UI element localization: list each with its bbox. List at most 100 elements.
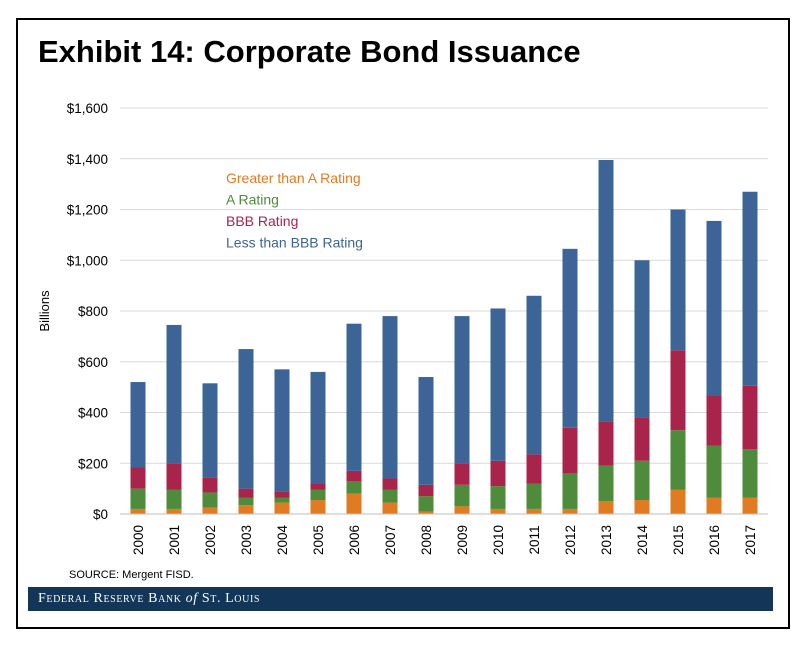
bar-BBB-2005 <box>310 483 326 490</box>
bar-ltBBB-2009 <box>454 316 470 464</box>
bar-ltBBB-2013 <box>598 160 614 422</box>
x-tick-label: 2006 <box>347 525 362 555</box>
x-tick-label: 2005 <box>311 525 326 555</box>
bar-BBB-2010 <box>490 460 506 487</box>
bar-ltBBB-2008 <box>418 376 434 485</box>
bar-BBB-2015 <box>670 350 686 431</box>
bar-A-2004 <box>274 497 290 503</box>
x-tick-label: 2011 <box>527 525 542 554</box>
bar-gtA-2015 <box>670 489 686 514</box>
source-note: SOURCE: Mergent FISD. <box>69 569 194 581</box>
bar-gtA-2007 <box>382 502 398 514</box>
bar-gtA-2000 <box>130 508 146 514</box>
bar-ltBBB-2002 <box>202 383 218 478</box>
bar-ltBBB-2006 <box>346 323 362 471</box>
bar-gtA-2013 <box>598 501 614 514</box>
y-tick-label: $400 <box>78 406 108 421</box>
footer-text-of: of <box>185 591 198 606</box>
footer-banner: Federal Reserve Bank of St. Louis <box>28 587 773 611</box>
x-tick-label: 2003 <box>239 525 254 555</box>
y-tick-label: $1,600 <box>67 101 108 116</box>
y-axis-label: Billions <box>37 290 52 332</box>
bar-gtA-2008 <box>418 511 434 514</box>
y-axis-ticks: $0 $200 $400 $600 $800 $1,000 $1,200 $1,400 $1,6… <box>67 101 108 522</box>
bar-gtA-2006 <box>346 493 362 514</box>
bar-gtA-2011 <box>526 508 542 514</box>
bar-BBB-2002 <box>202 477 218 493</box>
bar-BBB-2016 <box>706 396 722 446</box>
bar-A-2005 <box>310 489 326 501</box>
bar-gtA-2004 <box>274 502 290 514</box>
bar-gtA-2009 <box>454 506 470 514</box>
bar-A-2000 <box>130 488 146 509</box>
bar-BBB-2014 <box>634 417 650 461</box>
bars <box>130 160 758 514</box>
y-tick-label: $200 <box>78 456 108 471</box>
bar-A-2008 <box>418 496 434 512</box>
x-tick-label: 2010 <box>491 525 506 555</box>
x-tick-label: 2016 <box>707 525 722 555</box>
y-tick-label: $800 <box>78 304 108 319</box>
x-tick-label: 2008 <box>419 525 434 555</box>
bar-gtA-2001 <box>166 508 182 514</box>
bar-gtA-2012 <box>562 508 578 514</box>
bar-A-2016 <box>706 445 722 498</box>
bar-A-2003 <box>238 497 254 506</box>
y-tick-label: $1,400 <box>67 152 108 167</box>
legend: Greater than A Rating A Rating BBB Rating L… <box>226 170 363 251</box>
bar-A-2002 <box>202 492 218 508</box>
gridlines <box>120 107 768 464</box>
bar-A-2009 <box>454 484 470 507</box>
bar-ltBBB-2010 <box>490 308 506 461</box>
y-tick-label: $600 <box>78 355 108 370</box>
bar-ltBBB-2001 <box>166 324 182 464</box>
bar-ltBBB-2004 <box>274 369 290 492</box>
bar-gtA-2002 <box>202 507 218 514</box>
x-tick-label: 2007 <box>383 525 398 555</box>
bar-ltBBB-2014 <box>634 260 650 418</box>
bar-BBB-2004 <box>274 491 290 498</box>
x-tick-label: 2001 <box>167 525 182 555</box>
bar-A-2007 <box>382 489 398 503</box>
bar-A-2013 <box>598 465 614 502</box>
x-tick-label: 2013 <box>599 525 614 555</box>
x-axis-ticks: 2000 2001 2002 2003 2004 2005 2006 2007 2008 2009… <box>131 524 758 555</box>
chart-title: Exhibit 14: Corporate Bond Issuance <box>38 34 581 69</box>
bar-BBB-2011 <box>526 454 542 484</box>
bar-ltBBB-2015 <box>670 209 686 351</box>
bar-ltBBB-2007 <box>382 316 398 479</box>
bar-ltBBB-2017 <box>742 191 758 386</box>
bar-A-2001 <box>166 489 182 509</box>
bar-BBB-2000 <box>130 467 146 489</box>
x-tick-label: 2004 <box>275 524 290 555</box>
x-tick-label: 2002 <box>203 525 218 555</box>
legend-label-BBB: BBB Rating <box>226 213 298 229</box>
bar-BBB-2009 <box>454 463 470 485</box>
bar-gtA-2017 <box>742 497 758 514</box>
bar-BBB-2017 <box>742 385 758 450</box>
bar-gtA-2003 <box>238 505 254 514</box>
x-tick-label: 2000 <box>131 525 146 555</box>
x-tick-label: 2009 <box>455 525 470 555</box>
bar-ltBBB-2003 <box>238 349 254 489</box>
x-tick-label: 2015 <box>671 525 686 555</box>
y-tick-label: $0 <box>93 507 108 522</box>
footer-text-post: St. Louis <box>197 591 261 606</box>
y-tick-label: $1,000 <box>67 253 108 268</box>
bar-ltBBB-2000 <box>130 382 146 468</box>
bar-ltBBB-2005 <box>310 371 326 484</box>
bar-BBB-2006 <box>346 470 362 482</box>
legend-label-ltBBB: Less than BBB Rating <box>226 235 363 251</box>
bar-BBB-2001 <box>166 463 182 490</box>
bar-ltBBB-2016 <box>706 220 722 397</box>
bar-ltBBB-2012 <box>562 248 578 428</box>
bar-BBB-2013 <box>598 421 614 466</box>
bar-A-2014 <box>634 460 650 501</box>
y-tick-label: $1,200 <box>67 203 108 218</box>
bar-A-2015 <box>670 430 686 490</box>
x-tick-label: 2014 <box>635 524 650 555</box>
legend-label-gtA: Greater than A Rating <box>226 170 361 186</box>
bar-BBB-2007 <box>382 478 398 490</box>
bar-gtA-2010 <box>490 508 506 514</box>
